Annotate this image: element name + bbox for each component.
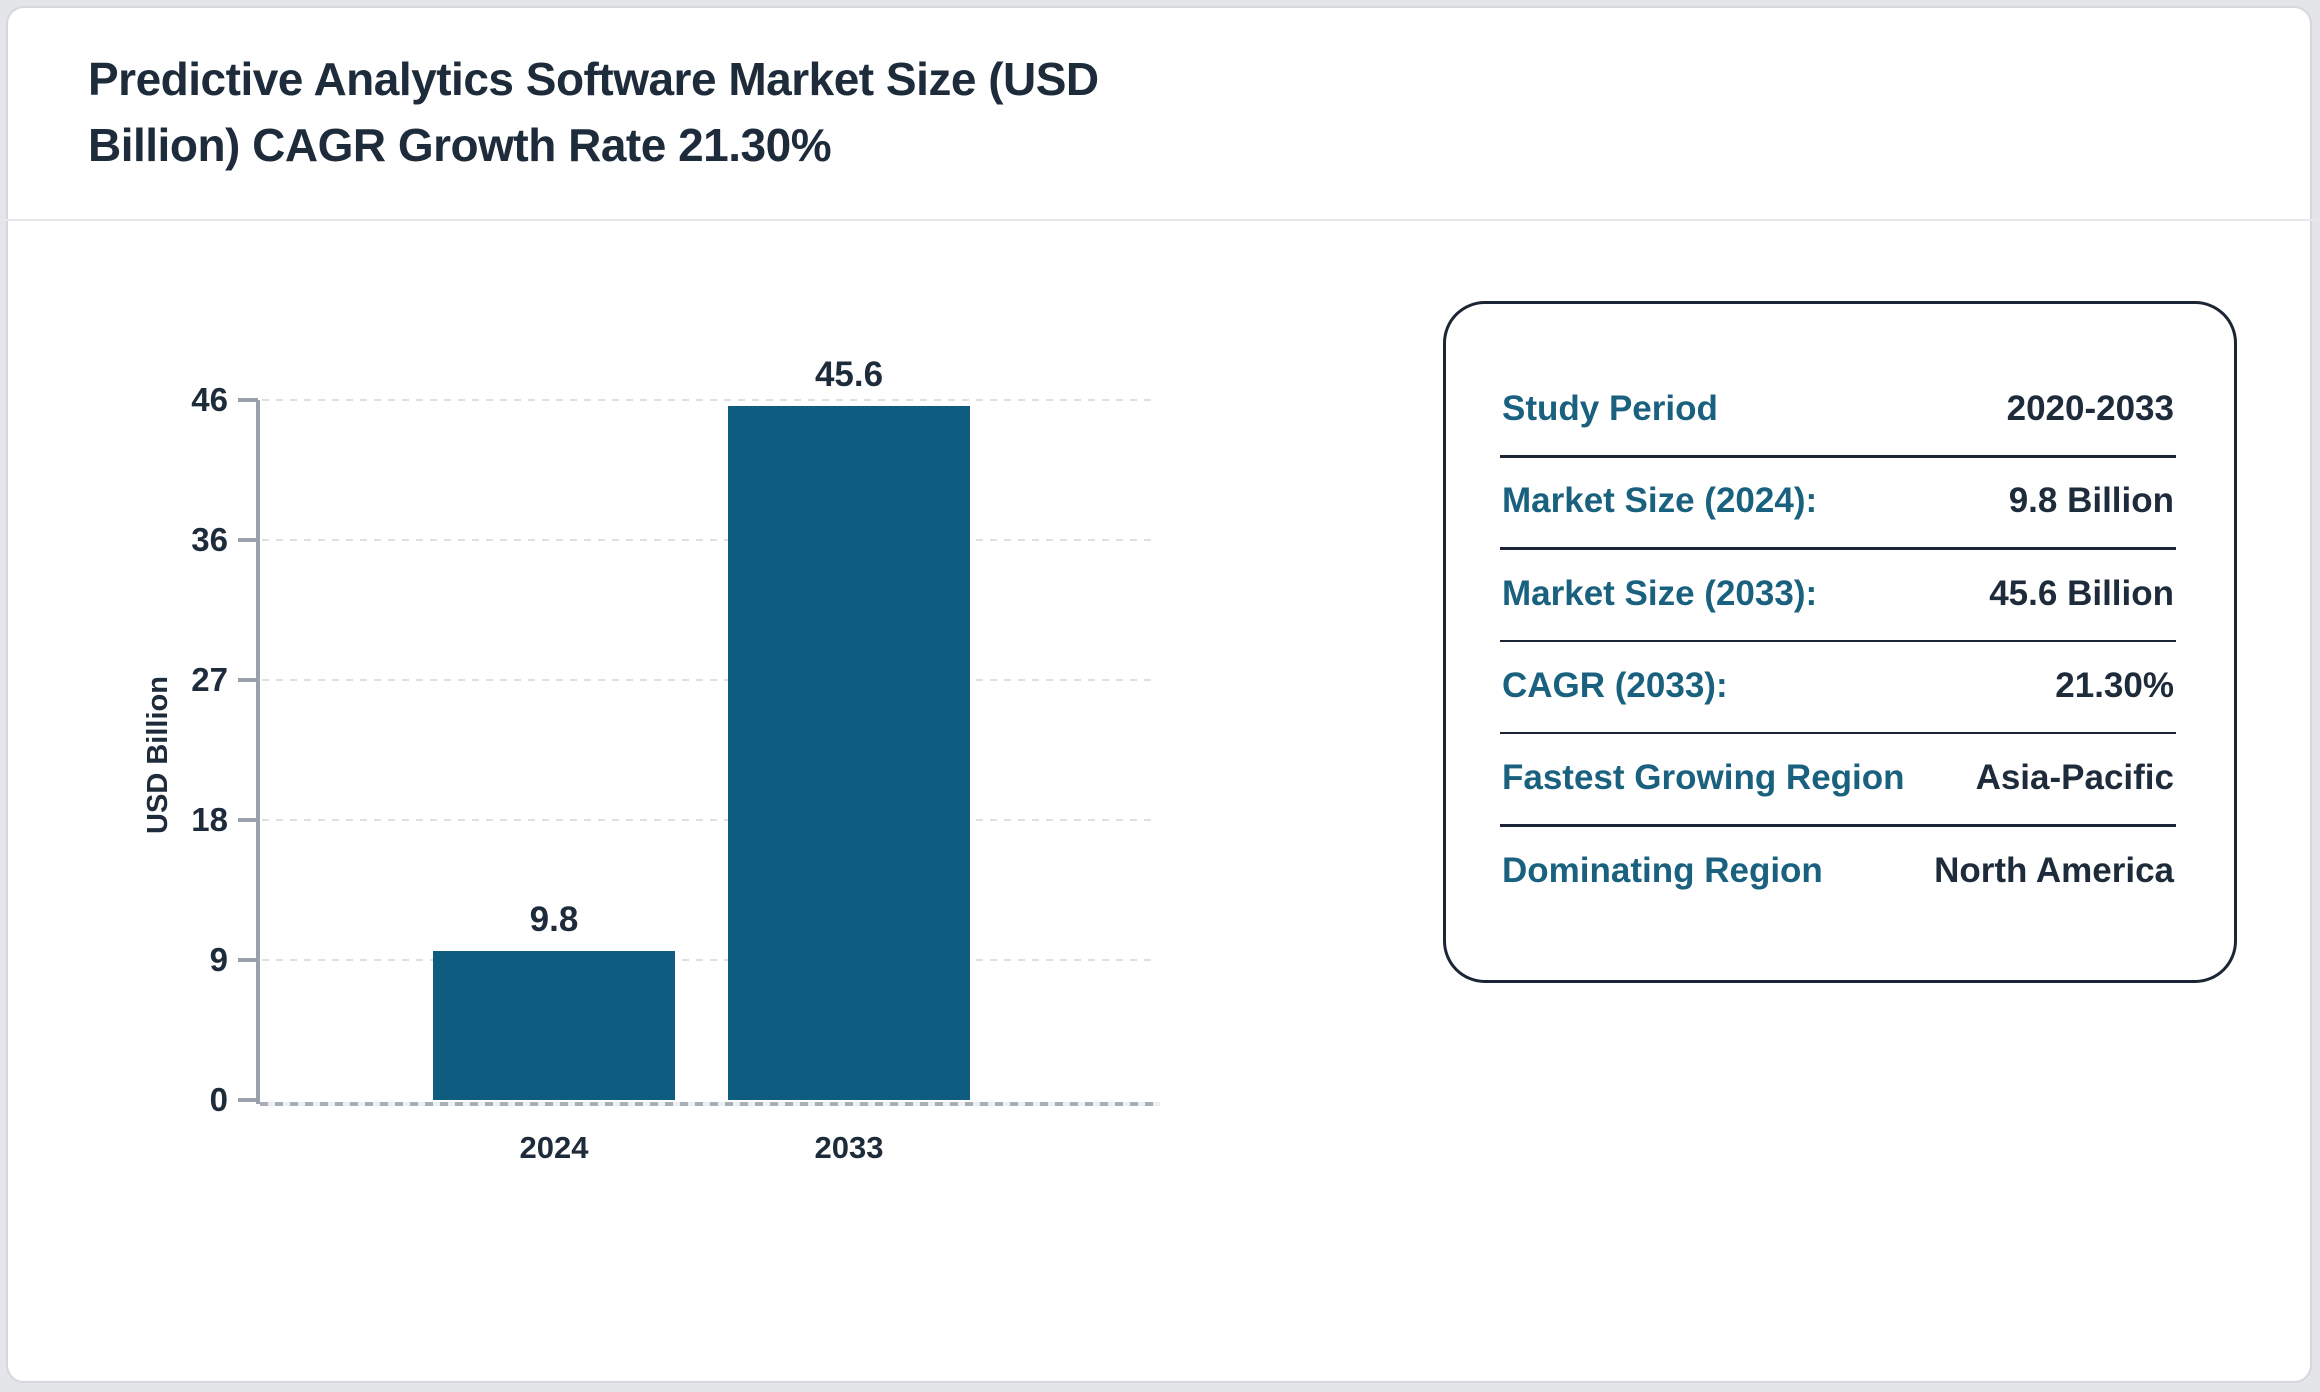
y-tick-mark	[238, 678, 258, 682]
info-panel: Study Period 2020-2033 Market Size (2024):…	[1443, 301, 2237, 983]
info-row: Study Period 2020-2033	[1502, 383, 2174, 435]
info-row-separator	[1500, 455, 2176, 458]
info-row-value: 2020-2033	[2006, 389, 2174, 428]
info-row-separator	[1500, 547, 2176, 550]
gridline	[262, 539, 1158, 541]
y-tick-label: 9	[209, 941, 228, 978]
info-row-label: CAGR (2033):	[1502, 665, 1728, 705]
info-row-separator	[1500, 824, 2176, 827]
info-row: Market Size (2024): 9.8 Billion	[1502, 475, 2174, 527]
info-row: CAGR (2033): 21.30%	[1502, 660, 2174, 712]
page-title: Predictive Analytics Software Market Siz…	[88, 46, 1388, 178]
info-row-value: North America	[1934, 850, 2174, 890]
info-row: Dominating Region North America	[1502, 845, 2174, 897]
info-row-value: 21.30%	[2055, 665, 2174, 705]
info-row-separator	[1500, 731, 2176, 735]
y-tick-label: 0	[209, 1081, 228, 1118]
gridline	[262, 959, 1158, 961]
bar-2033	[728, 406, 970, 1100]
info-row-value: Asia-Pacific	[1975, 758, 2174, 798]
info-row: Market Size (2033): 45.6 Billion	[1502, 568, 2174, 620]
info-row-label: Market Size (2033):	[1502, 573, 1818, 613]
page-title-line2: Billion) CAGR Growth Rate 21.30%	[88, 119, 832, 171]
info-row-label: Dominating Region	[1502, 850, 1823, 890]
info-row: Fastest Growing Region Asia-Pacific	[1502, 752, 2174, 804]
bar-value-label: 9.8	[529, 900, 579, 939]
info-row-label: Fastest Growing Region	[1502, 758, 1905, 798]
header-divider	[0, 219, 2320, 221]
x-tick-label: 2033	[814, 1130, 884, 1165]
x-axis-baseline	[260, 1102, 1160, 1106]
info-row-label: Study Period	[1502, 389, 1718, 428]
gridline	[262, 819, 1158, 821]
gridline	[262, 399, 1158, 401]
y-axis-line	[256, 400, 260, 1104]
info-row-label: Market Size (2024):	[1502, 481, 1818, 521]
y-tick-label: 27	[191, 661, 228, 698]
x-tick-label: 2024	[519, 1130, 589, 1165]
y-tick-mark	[238, 818, 258, 822]
y-tick-label: 18	[191, 801, 228, 838]
page-title-line1: Predictive Analytics Software Market Siz…	[88, 53, 1099, 105]
y-tick-mark	[238, 1098, 258, 1102]
gridline	[262, 679, 1158, 681]
info-row-value: 9.8 Billion	[2008, 481, 2174, 521]
bar-value-label: 45.6	[814, 355, 884, 394]
info-row-value: 45.6 Billion	[1989, 573, 2174, 613]
y-tick-label: 36	[191, 521, 228, 558]
bar-2024	[433, 951, 675, 1100]
y-tick-mark	[238, 398, 258, 402]
y-tick-mark	[238, 958, 258, 962]
y-tick-label: 46	[191, 381, 228, 418]
y-tick-mark	[238, 538, 258, 542]
info-row-separator	[1500, 639, 2176, 643]
